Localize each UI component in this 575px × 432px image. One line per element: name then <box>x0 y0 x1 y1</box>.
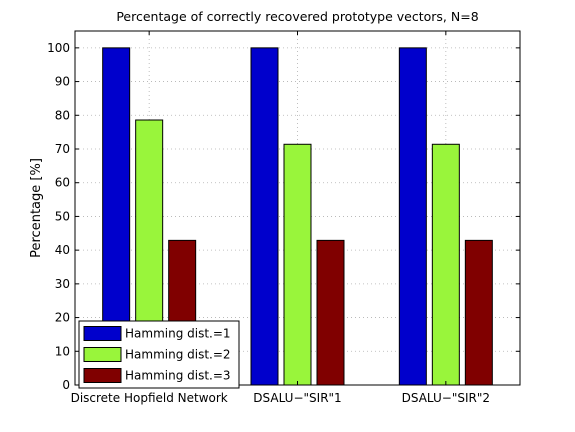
legend-label: Hamming dist.=2 <box>125 348 231 362</box>
bar <box>250 47 279 386</box>
legend: Hamming dist.=1 Hamming dist.=2 Hamming di… <box>78 320 240 389</box>
y-tick-label: 30 <box>55 277 70 291</box>
y-axis-label: Percentage [%] <box>29 158 44 258</box>
y-tick-label: 10 <box>55 344 70 358</box>
legend-label: Hamming dist.=1 <box>125 327 231 341</box>
y-tick-label: 100 <box>47 41 70 55</box>
legend-items: Hamming dist.=1 Hamming dist.=2 Hamming di… <box>83 326 231 383</box>
y-tick-label: 70 <box>55 142 70 156</box>
legend-label: Hamming dist.=3 <box>125 369 231 383</box>
x-tick-label: DSALU−"SIR"2 <box>402 391 490 405</box>
y-tick-label: 60 <box>55 176 70 190</box>
y-tick-label: 90 <box>55 75 70 89</box>
y-tick-label: 20 <box>55 311 70 325</box>
bar <box>398 47 427 386</box>
y-tick-label: 40 <box>55 243 70 257</box>
bar <box>431 143 460 386</box>
legend-swatch <box>83 368 122 383</box>
y-tick-label: 0 <box>62 378 70 392</box>
legend-swatch <box>83 326 122 341</box>
x-tick-label: DSALU−"SIR"1 <box>253 391 341 405</box>
y-tick-label: 80 <box>55 108 70 122</box>
x-tick-labels: Discrete Hopfield Network DSALU−"SIR"1 DSA… <box>71 391 490 405</box>
bar <box>283 143 312 386</box>
x-tick-label: Discrete Hopfield Network <box>71 391 228 405</box>
bar <box>316 239 345 386</box>
chart-title: Percentage of correctly recovered protot… <box>116 9 478 24</box>
bar <box>464 239 493 386</box>
y-tick-labels: 0 10 20 30 40 50 60 70 80 90 100 <box>47 41 70 392</box>
y-tick-label: 50 <box>55 209 70 223</box>
legend-swatch <box>83 347 122 362</box>
